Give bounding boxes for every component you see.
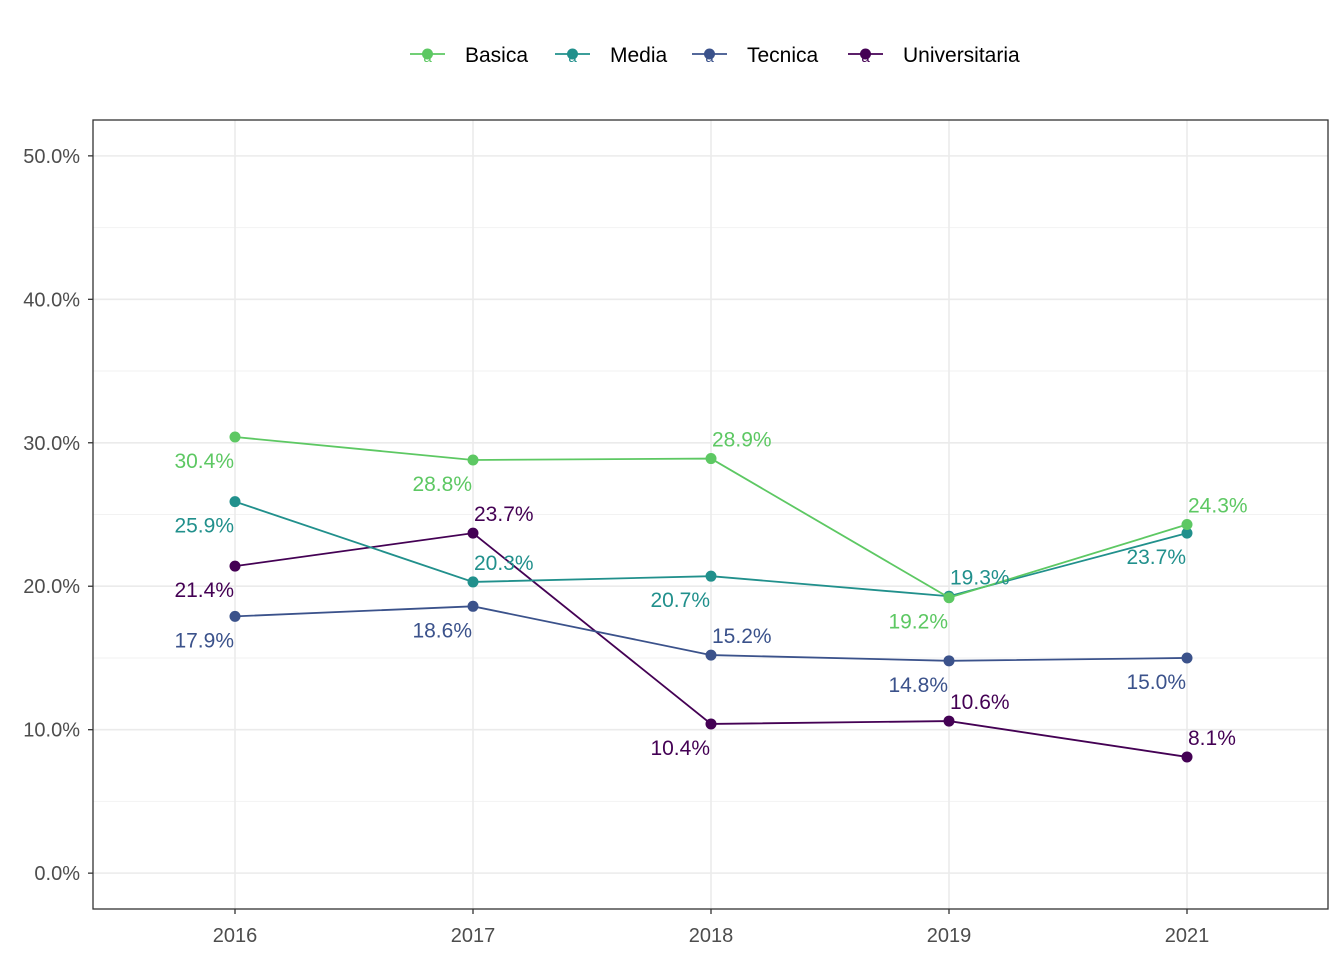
data-label-universitaria: 23.7% bbox=[474, 503, 534, 526]
series-universitaria bbox=[229, 527, 1193, 763]
data-point bbox=[705, 718, 717, 730]
data-point bbox=[943, 592, 955, 604]
legend-item-basica: a Basica bbox=[410, 44, 528, 67]
legend: a Basica a Media a Tecnica a Universitaria bbox=[410, 44, 1020, 67]
data-point bbox=[1181, 751, 1193, 763]
y-tick-label: 40.0% bbox=[23, 289, 80, 311]
data-point bbox=[229, 431, 241, 443]
x-axis: 2016 2017 2018 2019 2021 bbox=[213, 909, 1210, 947]
data-label-basica: 19.2% bbox=[888, 611, 948, 634]
data-label-basica: 24.3% bbox=[1188, 495, 1248, 518]
x-tick-label: 2016 bbox=[213, 925, 258, 947]
y-tick-label: 10.0% bbox=[23, 720, 80, 742]
legend-key-glyph: a bbox=[861, 49, 870, 66]
data-label-basica: 30.4% bbox=[174, 450, 234, 473]
plot-panel: 30.4% 28.8% 28.9% 19.2% 24.3% 25.9% 20.3% 20.7%… bbox=[92, 119, 1329, 910]
data-label-universitaria: 10.4% bbox=[650, 737, 710, 760]
data-label-media: 25.9% bbox=[174, 515, 234, 538]
data-point bbox=[467, 454, 479, 466]
data-point bbox=[705, 649, 717, 661]
legend-key-point bbox=[704, 48, 715, 60]
legend-item-tecnica: a Tecnica bbox=[692, 44, 819, 67]
data-label-tecnica: 15.2% bbox=[712, 625, 772, 648]
data-label-tecnica: 15.0% bbox=[1126, 671, 1186, 694]
data-point bbox=[467, 600, 479, 612]
data-point bbox=[229, 496, 241, 508]
data-label-basica: 28.9% bbox=[712, 429, 772, 452]
data-point bbox=[229, 560, 241, 572]
y-axis: 0.0% 10.0% 20.0% 30.0% 40.0% 50.0% bbox=[23, 146, 93, 885]
legend-key-glyph: a bbox=[568, 49, 577, 66]
data-label-media: 19.3% bbox=[950, 566, 1010, 589]
data-label-basica: 28.8% bbox=[412, 473, 472, 496]
data-point bbox=[1181, 519, 1193, 531]
data-labels: 30.4% 28.8% 28.9% 19.2% 24.3% 25.9% 20.3% 20.7%… bbox=[174, 429, 1247, 760]
data-label-universitaria: 8.1% bbox=[1188, 727, 1236, 750]
legend-item-media: a Media bbox=[555, 44, 668, 67]
y-tick-label: 20.0% bbox=[23, 576, 80, 598]
data-label-media: 20.3% bbox=[474, 552, 534, 575]
data-label-media: 23.7% bbox=[1126, 546, 1186, 569]
legend-label: Universitaria bbox=[903, 44, 1020, 67]
data-point bbox=[229, 610, 241, 622]
data-label-universitaria: 10.6% bbox=[950, 691, 1010, 714]
legend-label: Tecnica bbox=[747, 44, 819, 67]
data-label-universitaria: 21.4% bbox=[174, 579, 234, 602]
data-point bbox=[943, 655, 955, 667]
legend-item-universitaria: a Universitaria bbox=[848, 44, 1020, 67]
series-tecnica bbox=[229, 600, 1193, 667]
series-basica bbox=[229, 431, 1193, 604]
data-point bbox=[1181, 652, 1193, 664]
y-tick-label: 30.0% bbox=[23, 433, 80, 455]
data-label-tecnica: 17.9% bbox=[174, 629, 234, 652]
legend-key-point bbox=[860, 48, 871, 60]
data-point bbox=[467, 576, 479, 588]
legend-key-point bbox=[422, 48, 433, 60]
legend-label: Media bbox=[610, 44, 668, 67]
data-label-tecnica: 14.8% bbox=[888, 674, 948, 697]
series-layer bbox=[229, 431, 1193, 763]
data-point bbox=[467, 527, 479, 539]
legend-label: Basica bbox=[465, 44, 528, 67]
y-tick-label: 50.0% bbox=[23, 146, 80, 168]
data-point bbox=[705, 570, 717, 582]
x-tick-label: 2018 bbox=[689, 925, 734, 947]
y-tick-label: 0.0% bbox=[34, 863, 80, 885]
legend-key-glyph: a bbox=[705, 49, 714, 66]
data-label-media: 20.7% bbox=[650, 589, 710, 612]
data-point bbox=[1181, 527, 1193, 539]
data-point bbox=[705, 453, 717, 465]
x-tick-label: 2019 bbox=[927, 925, 972, 947]
legend-key-glyph: a bbox=[423, 49, 432, 66]
data-point bbox=[943, 715, 955, 727]
data-label-tecnica: 18.6% bbox=[412, 619, 472, 642]
x-tick-label: 2017 bbox=[451, 925, 496, 947]
legend-key-point bbox=[567, 48, 578, 60]
x-tick-label: 2021 bbox=[1165, 925, 1210, 947]
